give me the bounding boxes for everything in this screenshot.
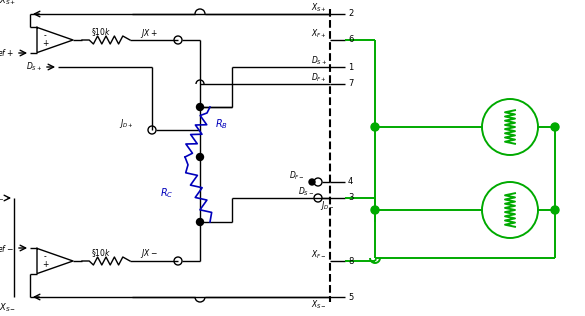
Text: $X_{S+}$: $X_{S+}$: [311, 2, 327, 14]
Text: $X_{F-}$: $X_{F-}$: [311, 249, 327, 261]
Text: $D_{F+}$: $D_{F+}$: [311, 72, 327, 84]
Circle shape: [371, 123, 379, 131]
Text: +: +: [42, 260, 49, 270]
Text: $X_{S-}$: $X_{S-}$: [311, 299, 327, 311]
Circle shape: [197, 104, 204, 111]
Circle shape: [197, 218, 204, 226]
Text: -: -: [44, 252, 46, 262]
Text: 3: 3: [348, 193, 353, 203]
Text: 5: 5: [348, 293, 353, 301]
Text: $\S10k$: $\S10k$: [91, 247, 111, 259]
Text: $D_{S+}$: $D_{S+}$: [26, 61, 42, 73]
Text: $JX+$: $JX+$: [140, 27, 158, 40]
Text: $R_C$: $R_C$: [160, 186, 174, 200]
Text: $D_{S-}$: $D_{S-}$: [0, 192, 4, 204]
Circle shape: [551, 206, 559, 214]
Text: 6: 6: [348, 35, 353, 45]
Text: $JX-$: $JX-$: [140, 247, 158, 260]
Text: 8: 8: [348, 257, 353, 265]
Text: $\S10k$: $\S10k$: [91, 26, 111, 38]
Text: -: -: [44, 32, 46, 40]
Text: $Ref-$: $Ref-$: [0, 242, 14, 253]
Text: $Ref+$: $Ref+$: [0, 47, 14, 58]
Text: $R_B$: $R_B$: [215, 118, 228, 131]
Text: $X_{S-}$: $X_{S-}$: [0, 302, 16, 314]
Text: 2: 2: [348, 9, 353, 19]
Text: $D_{S-}$: $D_{S-}$: [298, 186, 314, 198]
Text: 4: 4: [348, 178, 353, 186]
Text: $D_{F-}$: $D_{F-}$: [289, 170, 305, 182]
Text: $J_{D-}$: $J_{D-}$: [320, 198, 335, 211]
Circle shape: [371, 206, 379, 214]
Text: $X_{S+}$: $X_{S+}$: [0, 0, 16, 7]
Text: $J_{D+}$: $J_{D+}$: [119, 117, 134, 130]
Text: 7: 7: [348, 80, 353, 88]
Circle shape: [309, 179, 315, 185]
Text: +: +: [42, 40, 49, 48]
Circle shape: [551, 123, 559, 131]
Text: 1: 1: [348, 63, 353, 71]
Text: $D_{S+}$: $D_{S+}$: [311, 55, 327, 67]
Circle shape: [197, 154, 204, 161]
Text: $X_{F+}$: $X_{F+}$: [311, 28, 327, 40]
